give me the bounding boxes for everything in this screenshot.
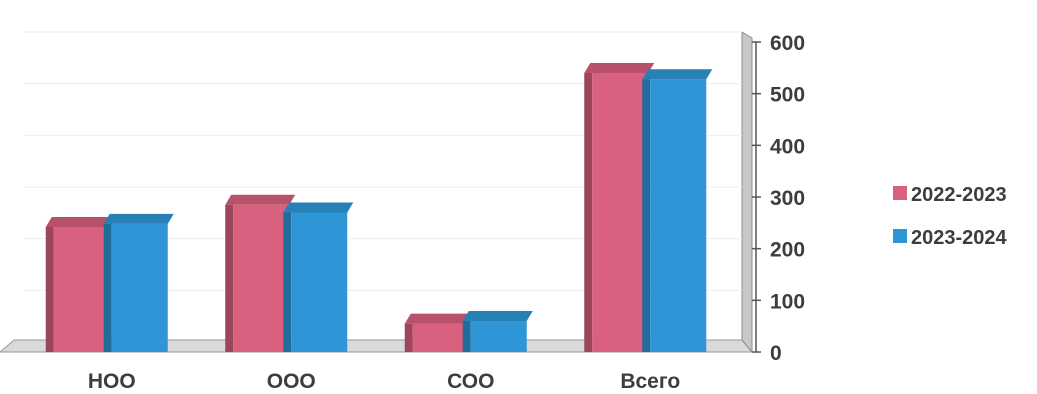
bar: [53, 226, 110, 352]
bar: [233, 204, 290, 352]
bar-top: [45, 216, 116, 227]
bar-top: [404, 313, 475, 324]
bar-side: [584, 73, 593, 352]
bar-side: [462, 321, 471, 352]
bar-top: [584, 63, 655, 73]
y-tick-label: 500: [770, 84, 805, 107]
y-tick-label: 200: [770, 239, 805, 262]
bar-top: [225, 194, 296, 205]
bar-top: [462, 311, 533, 321]
bar-top: [642, 69, 713, 80]
bar-side: [642, 79, 651, 352]
x-axis-labels: НОО ООО СОО Всего: [88, 370, 680, 393]
legend: 2022-2023 2023-2024: [893, 184, 1008, 249]
y-tick-label: 400: [770, 135, 805, 158]
bar: [470, 321, 527, 352]
bar: [650, 79, 707, 352]
bar: [111, 223, 168, 352]
y-axis-ticks: 0 100 200 300 400 500 600: [752, 32, 805, 365]
x-tick-label: Всего: [620, 370, 680, 393]
x-tick-label: НОО: [88, 370, 136, 393]
y-tick-label: 600: [770, 32, 805, 55]
legend-swatch: [893, 186, 907, 200]
legend-swatch: [893, 229, 907, 243]
bar: [291, 212, 348, 352]
bar-side: [404, 323, 413, 352]
x-tick-label: ООО: [267, 370, 316, 393]
x-tick-label: СОО: [447, 370, 494, 393]
bar-side: [103, 223, 112, 352]
bar-top: [103, 213, 174, 224]
legend-label: 2022-2023: [911, 184, 1007, 206]
bar-side: [283, 212, 292, 352]
bar-side: [225, 204, 234, 352]
side-wall: [741, 31, 753, 354]
legend-label: 2023-2024: [911, 227, 1008, 249]
y-tick-label: 300: [770, 187, 805, 210]
bar: [592, 73, 649, 352]
bar-top: [283, 202, 354, 213]
y-tick-label: 100: [770, 290, 805, 313]
y-tick-label: 0: [770, 342, 782, 365]
bar: [412, 323, 469, 352]
bar-side: [45, 226, 54, 352]
bars: [45, 63, 713, 352]
